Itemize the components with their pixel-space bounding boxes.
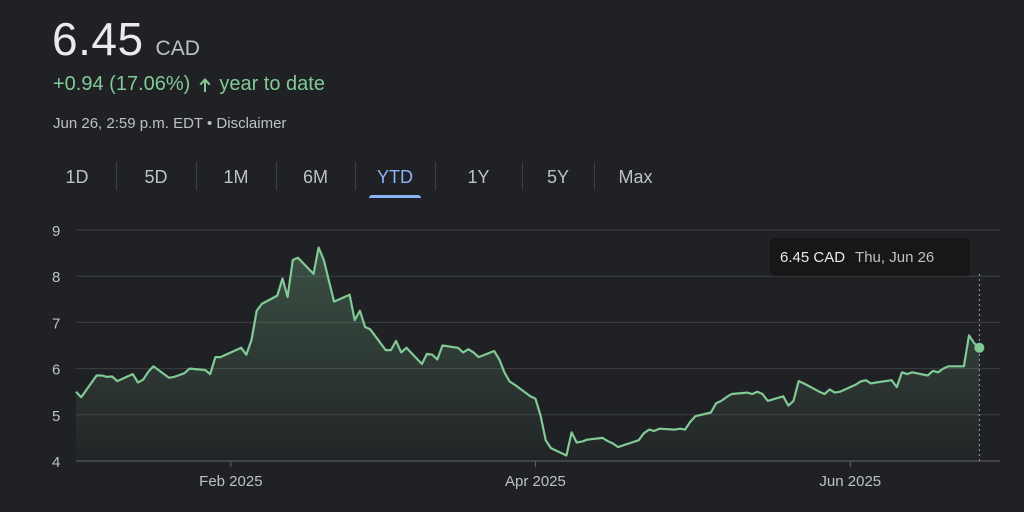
tab-5d[interactable]: 5D [116, 158, 196, 196]
tab-1d[interactable]: 1D [65, 167, 89, 187]
price-header: 6.45 CAD [52, 12, 200, 66]
tab-5y[interactable]: 5Y [522, 158, 594, 196]
chart-tooltip: 6.45 CAD Thu, Jun 26 [770, 238, 970, 276]
tab-1m[interactable]: 1M [196, 158, 276, 196]
x-tick-label: Jun 2025 [819, 473, 881, 490]
range-tabs: 1D 5D 1M 6M YTD 1Y 5Y Max [38, 158, 677, 198]
y-tick-label: 6 [52, 362, 60, 379]
y-tick-label: 5 [52, 408, 60, 425]
tab-6m[interactable]: 6M [276, 158, 355, 196]
change-value: +0.94 (17.06%) [53, 73, 191, 95]
quote-meta: Jun 26, 2:59 p.m. EDT • Disclaimer [53, 115, 286, 132]
arrow-up-icon [199, 77, 211, 92]
change-period: year to date [219, 73, 325, 95]
active-tab-indicator [369, 195, 421, 198]
y-tick-label: 4 [52, 454, 60, 471]
currency-label: CAD [155, 37, 200, 60]
price-change: +0.94 (17.06%) year to date [53, 73, 325, 96]
tooltip-date: Thu, Jun 26 [855, 248, 935, 266]
current-price: 6.45 [52, 13, 144, 65]
quote-timestamp: Jun 26, 2:59 p.m. EDT [53, 115, 203, 132]
disclaimer-link[interactable]: Disclaimer [216, 115, 287, 132]
y-tick-label: 8 [52, 269, 60, 286]
current-point-marker [974, 342, 985, 353]
price-line [75, 246, 981, 457]
tooltip-value: 6.45 CAD [780, 248, 846, 266]
meta-separator: • [206, 115, 213, 132]
y-tick-label: 7 [52, 315, 60, 332]
tab-max[interactable]: Max [594, 158, 677, 196]
tab-ytd[interactable]: YTD [355, 158, 435, 198]
x-tick-label: Apr 2025 [505, 473, 566, 490]
price-area [76, 247, 980, 461]
tab-1y[interactable]: 1Y [435, 158, 522, 196]
y-tick-label: 9 [52, 223, 60, 240]
price-chart[interactable]: 4 5 6 7 8 9 Feb 2025 Apr 2025 Jun 2025 [0, 212, 1024, 502]
x-tick-label: Feb 2025 [199, 473, 262, 490]
